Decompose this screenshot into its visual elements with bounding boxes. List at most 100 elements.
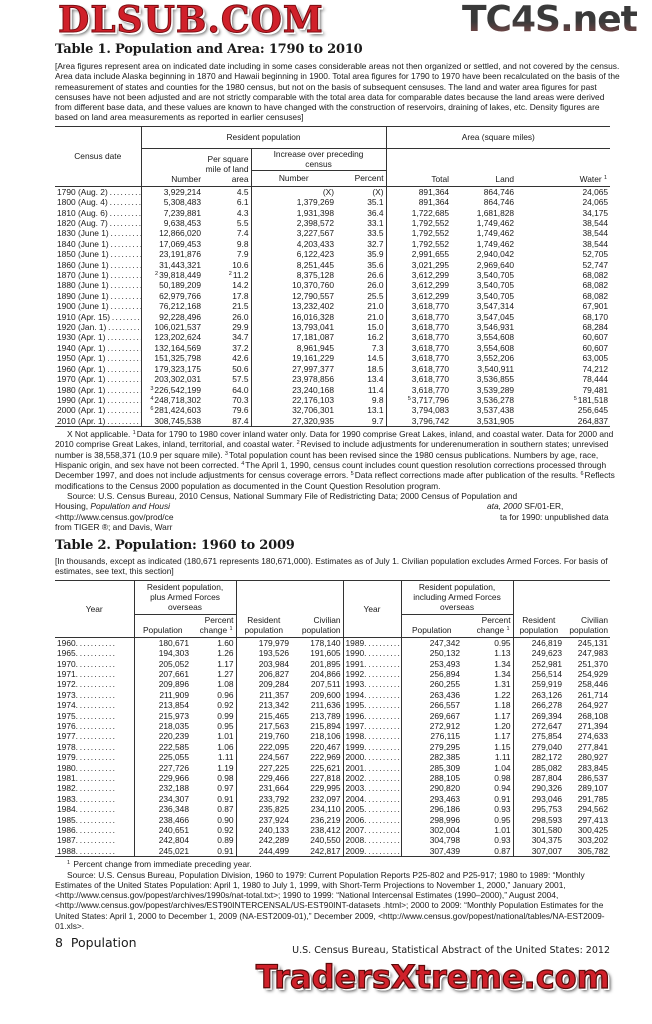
civilian-population: 300,425 <box>577 825 609 835</box>
census-date: 1900 (June 1) <box>55 301 142 312</box>
population-number: 76,212,168 <box>159 301 201 312</box>
civilian-population: 209,600 <box>291 689 344 701</box>
civilian-population: 229,995 <box>291 783 344 794</box>
population-number: 5,308,483 <box>163 197 201 208</box>
resident-population: 266,278 <box>531 700 563 711</box>
area-total: 3,021,295 <box>411 259 450 270</box>
percent-change: 1.13 <box>462 648 514 659</box>
population: 225,055 <box>158 752 189 763</box>
census-date: 1980 (Apr. 1) <box>55 384 142 395</box>
civilian-population: 305,782 <box>577 845 609 856</box>
population: 242,804 <box>158 835 189 846</box>
resident-population: 237,924 <box>258 814 290 825</box>
footnote-ref: 1 <box>604 174 608 181</box>
group-area: Area (square miles) <box>386 126 611 149</box>
increase-number: 27,320,935 <box>292 415 334 426</box>
population-number: 7,239,881 <box>163 207 201 218</box>
population: 194,303 <box>158 648 189 659</box>
year: 1984. <box>55 804 135 815</box>
year: 2001. <box>343 762 402 773</box>
year: 1971. <box>55 668 135 680</box>
footnote-ref: 1 <box>132 430 136 437</box>
civilian-population: 283,845 <box>577 762 609 773</box>
year: 1965. <box>55 648 135 659</box>
col-water-label: Water <box>579 173 602 184</box>
year: 2000. <box>343 752 402 763</box>
increase-number: 10,370,760 <box>292 280 334 291</box>
population: 240,651 <box>158 825 189 835</box>
population-number: 9,638,453 <box>163 218 201 228</box>
footnote-text: Data for 1790 to 1980 cover inland water… <box>55 429 614 450</box>
percent-change: 0.87 <box>191 804 237 815</box>
percent-change: 0.92 <box>191 825 237 836</box>
population: 211,909 <box>159 689 189 700</box>
census-date: 1850 (June 1) <box>55 249 142 260</box>
census-date: 1840 (June 1) <box>55 238 142 250</box>
area-water: 67,901 <box>582 301 609 312</box>
census-date: 1880 (June 1) <box>55 280 142 291</box>
percent-change: 1.26 <box>191 648 237 659</box>
resident-population: 293,046 <box>531 793 563 804</box>
footnote-ref: 4 <box>241 461 245 468</box>
year: 1981. <box>55 772 135 784</box>
footnote-text: Percent change from immediate preceding … <box>73 859 252 870</box>
percent-change: 0.96 <box>191 689 237 701</box>
resident-population: 206,827 <box>258 668 290 679</box>
civilian-population: 238,412 <box>291 825 344 836</box>
population: 213,854 <box>158 700 189 711</box>
population: 269,667 <box>429 710 461 721</box>
source-line: from TIGER ®; and Davis, Warr <box>55 521 173 532</box>
area-total: 3,612,299 <box>411 280 450 291</box>
area-water: 74,212 <box>582 363 609 374</box>
population-number: 92,228,496 <box>159 311 201 322</box>
footnote-text: The April 1, 1990, census count includes… <box>55 460 607 481</box>
resident-population: 246,819 <box>531 637 563 648</box>
resident-population: 275,854 <box>531 731 563 742</box>
civilian-population: 254,929 <box>577 668 609 679</box>
year: 1997. <box>343 720 402 732</box>
area-total: 3,618,770 <box>411 332 450 343</box>
percent-change: 1.01 <box>462 825 514 836</box>
population: 238,466 <box>158 814 189 825</box>
resident-population: 282,172 <box>531 752 563 763</box>
civilian-population: 213,789 <box>291 710 344 721</box>
density: 10.6 <box>203 259 252 271</box>
population: 218,035 <box>158 720 189 731</box>
area-land: 3,539,289 <box>476 384 515 395</box>
population: 250,132 <box>429 648 461 659</box>
resident-population: 256,514 <box>531 668 563 679</box>
table2-source: Source: U.S. Census Bureau, Population D… <box>55 869 605 931</box>
census-date: 1790 (Aug. 2) <box>55 186 142 198</box>
resident-population: 211,357 <box>259 689 290 700</box>
population: 285,309 <box>429 762 461 773</box>
resident-population: 179,979 <box>258 637 290 648</box>
census-date: 1800 (Aug. 4) <box>55 197 142 208</box>
col-civilian-2: Civilian population <box>564 580 611 638</box>
density: 4.3 <box>203 207 252 218</box>
resident-population: 301,580 <box>531 825 563 835</box>
resident-population: 213,342 <box>258 700 290 711</box>
year: 1989. <box>343 637 402 649</box>
increase-percent: 33.1 <box>336 218 387 229</box>
resident-population: 209,284 <box>258 679 290 690</box>
increase-percent: 26.6 <box>336 270 387 281</box>
census-date: 1820 (Aug. 7) <box>55 218 142 229</box>
area-total: 891,364 <box>418 186 450 197</box>
increase-percent: 33.5 <box>336 228 387 239</box>
area-total: 53,717,796 <box>407 394 450 405</box>
increase-percent: 35.1 <box>336 197 387 208</box>
civilian-population: 247,983 <box>577 648 609 659</box>
area-water: 34,175 <box>582 207 609 218</box>
area-water: 38,544 <box>582 218 609 228</box>
area-water: 68,082 <box>582 280 609 291</box>
table1-source: Source: U.S. Census Bureau, 2010 Census,… <box>55 491 622 532</box>
resident-population: 295,753 <box>531 804 563 815</box>
area-total: 3,618,770 <box>411 301 450 312</box>
